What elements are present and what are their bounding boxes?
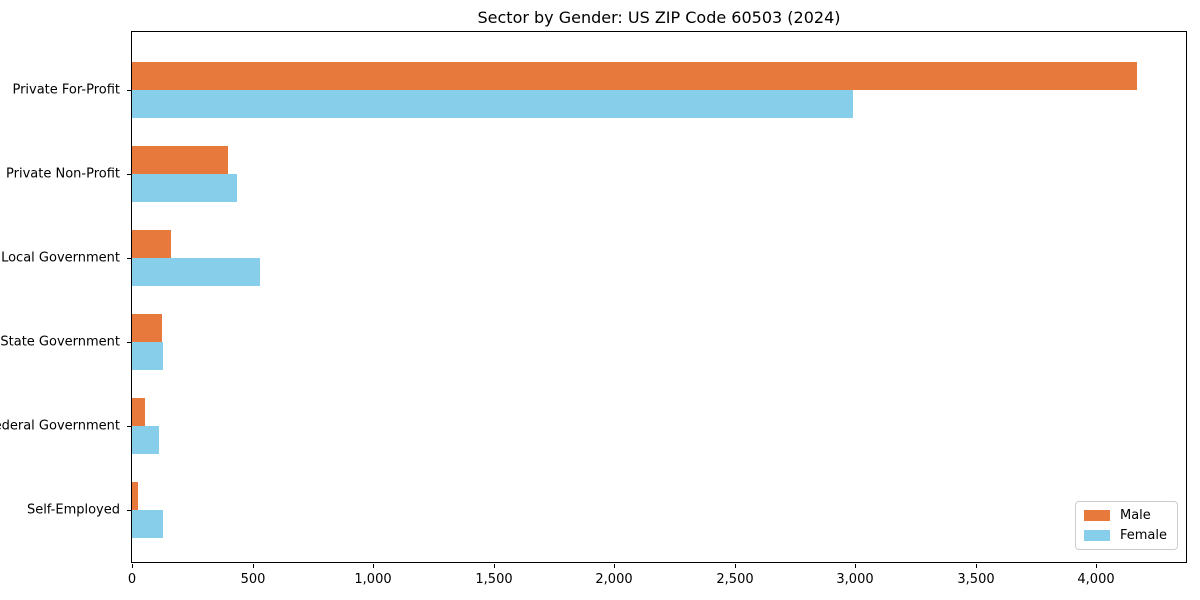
ytick-mark-federal-government	[127, 426, 131, 427]
chart-title: Sector by Gender: US ZIP Code 60503 (202…	[477, 8, 841, 27]
bar-male-private-for-profit	[132, 62, 1137, 90]
bar-male-self-employed	[132, 482, 138, 510]
bar-male-local-government	[132, 230, 171, 258]
xtick-label-0: 0	[127, 572, 137, 587]
bar-female-self-employed	[132, 510, 163, 538]
xtick-label-2500: 2,500	[716, 572, 754, 587]
ytick-mark-private-for-profit	[127, 90, 131, 91]
ytick-mark-private-non-profit	[127, 174, 131, 175]
bar-male-federal-government	[132, 398, 145, 426]
bar-female-federal-government	[132, 426, 159, 454]
bar-male-private-non-profit	[132, 146, 228, 174]
bar-female-private-for-profit	[132, 90, 853, 118]
ytick-mark-state-government	[127, 342, 131, 343]
legend-swatch-female	[1083, 530, 1110, 541]
xtick-mark-3500	[976, 564, 977, 568]
xtick-mark-1500	[494, 564, 495, 568]
xtick-label-3000: 3,000	[836, 572, 874, 587]
ytick-label-local-government: Local Government	[1, 250, 120, 266]
xtick-label-4000: 4,000	[1077, 572, 1115, 587]
xtick-label-2000: 2,000	[595, 572, 633, 587]
ytick-mark-local-government	[127, 258, 131, 259]
legend: Male Female	[1074, 501, 1178, 550]
xtick-mark-2000	[614, 564, 615, 568]
legend-label-male: Male	[1119, 508, 1151, 523]
bar-female-private-non-profit	[132, 174, 237, 202]
xtick-mark-4000	[1096, 564, 1097, 568]
xtick-label-1500: 1,500	[475, 572, 513, 587]
ytick-mark-self-employed	[127, 510, 131, 511]
ytick-label-federal-government: Federal Government	[0, 418, 120, 434]
bar-female-state-government	[132, 342, 163, 370]
ytick-label-private-for-profit: Private For-Profit	[12, 82, 120, 98]
legend-swatch-male	[1083, 510, 1110, 521]
xtick-label-3500: 3,500	[957, 572, 995, 587]
xtick-mark-1000	[373, 564, 374, 568]
legend-item-male: Male	[1083, 508, 1167, 523]
xtick-mark-3000	[855, 564, 856, 568]
legend-item-female: Female	[1083, 528, 1167, 543]
ytick-label-private-non-profit: Private Non-Profit	[6, 166, 120, 182]
xtick-mark-0	[132, 564, 133, 568]
plot-area: Male Female Private For-Profit Private Non…	[0, 31, 1187, 587]
ytick-label-state-government: State Government	[0, 334, 120, 350]
ytick-label-self-employed: Self-Employed	[26, 502, 120, 518]
bar-male-state-government	[132, 314, 162, 342]
legend-label-female: Female	[1119, 528, 1167, 543]
bar-female-local-government	[132, 258, 260, 286]
xtick-mark-500	[253, 564, 254, 568]
xtick-label-1000: 1,000	[354, 572, 392, 587]
xtick-mark-2500	[735, 564, 736, 568]
xtick-label-500: 500	[240, 572, 266, 587]
